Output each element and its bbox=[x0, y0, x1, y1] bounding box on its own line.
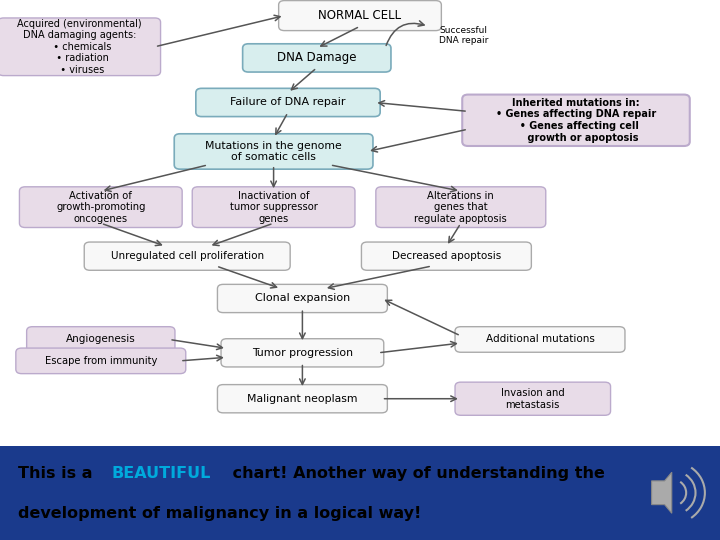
FancyBboxPatch shape bbox=[217, 285, 387, 313]
FancyBboxPatch shape bbox=[84, 242, 290, 271]
FancyBboxPatch shape bbox=[196, 89, 380, 117]
FancyBboxPatch shape bbox=[243, 44, 391, 72]
Text: NORMAL CELL: NORMAL CELL bbox=[318, 9, 402, 22]
FancyBboxPatch shape bbox=[192, 187, 355, 227]
FancyBboxPatch shape bbox=[455, 327, 625, 352]
FancyBboxPatch shape bbox=[361, 242, 531, 271]
Text: Inherited mutations in:
• Genes affecting DNA repair
  • Genes affecting cell
  : Inherited mutations in: • Genes affectin… bbox=[496, 98, 656, 143]
FancyBboxPatch shape bbox=[217, 384, 387, 413]
FancyBboxPatch shape bbox=[174, 134, 373, 169]
Text: Invasion and
metastasis: Invasion and metastasis bbox=[501, 388, 564, 409]
Text: Acquired (environmental)
DNA damaging agents:
  • chemicals
  • radiation
  • vi: Acquired (environmental) DNA damaging ag… bbox=[17, 18, 142, 75]
Text: Malignant neoplasm: Malignant neoplasm bbox=[247, 394, 358, 404]
Text: Unregulated cell proliferation: Unregulated cell proliferation bbox=[111, 251, 264, 261]
Text: Clonal expansion: Clonal expansion bbox=[255, 293, 350, 303]
FancyBboxPatch shape bbox=[279, 1, 441, 31]
Text: Successful
DNA repair: Successful DNA repair bbox=[439, 26, 489, 45]
FancyBboxPatch shape bbox=[0, 18, 161, 76]
Bar bbox=[0, 446, 720, 540]
Text: Decreased apoptosis: Decreased apoptosis bbox=[392, 251, 501, 261]
Polygon shape bbox=[652, 472, 672, 513]
FancyBboxPatch shape bbox=[376, 187, 546, 227]
FancyBboxPatch shape bbox=[462, 94, 690, 146]
Text: Angiogenesis: Angiogenesis bbox=[66, 334, 135, 345]
Text: Activation of
growth-promoting
oncogenes: Activation of growth-promoting oncogenes bbox=[56, 191, 145, 224]
Text: Alterations in
genes that
regulate apoptosis: Alterations in genes that regulate apopt… bbox=[415, 191, 507, 224]
FancyBboxPatch shape bbox=[19, 187, 182, 227]
Text: Tumor progression: Tumor progression bbox=[252, 348, 353, 358]
Text: Inactivation of
tumor suppressor
genes: Inactivation of tumor suppressor genes bbox=[230, 191, 318, 224]
Text: Mutations in the genome
of somatic cells: Mutations in the genome of somatic cells bbox=[205, 140, 342, 162]
Text: Escape from immunity: Escape from immunity bbox=[45, 356, 157, 366]
FancyBboxPatch shape bbox=[221, 339, 384, 367]
Text: Failure of DNA repair: Failure of DNA repair bbox=[230, 97, 346, 107]
Text: development of malignancy in a logical way!: development of malignancy in a logical w… bbox=[18, 506, 421, 521]
FancyBboxPatch shape bbox=[16, 348, 186, 374]
Text: chart! Another way of understanding the: chart! Another way of understanding the bbox=[227, 467, 605, 481]
Text: This is a: This is a bbox=[18, 467, 98, 481]
FancyBboxPatch shape bbox=[27, 327, 175, 352]
Text: DNA Damage: DNA Damage bbox=[277, 51, 356, 64]
Text: Additional mutations: Additional mutations bbox=[485, 334, 595, 345]
FancyBboxPatch shape bbox=[455, 382, 611, 415]
Text: BEAUTIFUL: BEAUTIFUL bbox=[112, 467, 211, 481]
